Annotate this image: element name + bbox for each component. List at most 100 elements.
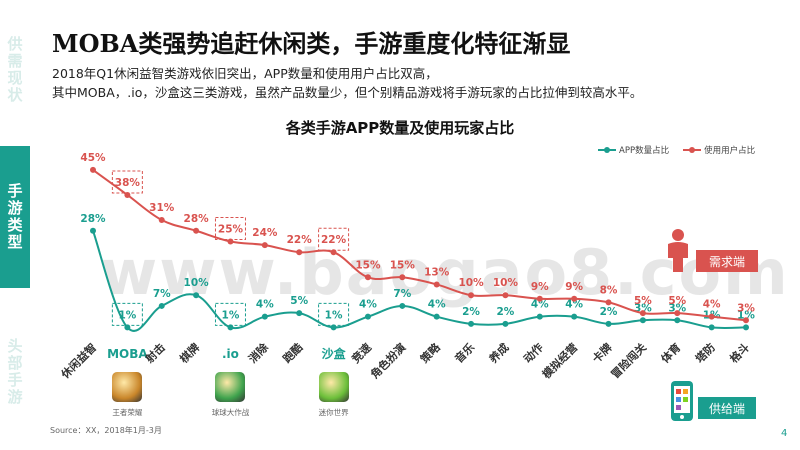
- side-navigation: 供需现状 手游类型 头部手游: [0, 0, 30, 450]
- highlight-box: [318, 227, 350, 251]
- data-label: 4%: [359, 299, 377, 311]
- nav-section-label: 头部手游: [5, 338, 24, 406]
- data-label: 8%: [600, 284, 618, 296]
- data-label: 10%: [184, 277, 210, 289]
- data-point: [90, 166, 96, 173]
- data-label: 7%: [393, 288, 411, 300]
- data-point: [433, 313, 440, 320]
- data-point: [605, 299, 612, 306]
- data-label: 38%: [115, 177, 141, 189]
- data-point: [502, 292, 509, 299]
- tick-label: 休闲益智: [57, 340, 99, 382]
- highlight-box: [111, 302, 143, 326]
- data-point: [639, 310, 646, 317]
- data-label: 4%: [531, 299, 549, 311]
- data-point: [399, 274, 406, 281]
- legend-swatch: [683, 147, 702, 153]
- data-label: 5%: [634, 295, 652, 307]
- data-label: 28%: [184, 213, 210, 225]
- data-point: [674, 317, 681, 324]
- data-label: 3%: [668, 302, 686, 314]
- legend-label: 使用用户占比: [704, 146, 756, 156]
- tick-label: 动作: [520, 340, 545, 365]
- data-point: [468, 292, 475, 299]
- game-icon-wangzhe: [112, 372, 143, 402]
- data-label: 3%: [737, 302, 755, 314]
- highlight-box: [214, 217, 246, 240]
- game-icon-mini-world: [318, 372, 349, 402]
- series-line-1: [92, 169, 747, 322]
- tick-label: 沙盒: [322, 346, 347, 361]
- data-point: [536, 313, 543, 320]
- tick-label: 角色扮演: [367, 340, 408, 381]
- data-point: [502, 320, 509, 327]
- data-label: 9%: [565, 281, 583, 293]
- data-label: 5%: [290, 295, 308, 307]
- data-point: [193, 292, 200, 299]
- nav-section-game-types[interactable]: 手游类型: [0, 146, 30, 288]
- tick-label: 棋牌: [176, 340, 202, 366]
- data-point: [468, 320, 475, 327]
- data-point: [639, 317, 646, 324]
- data-label: 22%: [287, 234, 313, 246]
- legend-item-app-share: APP数量占比: [598, 144, 669, 156]
- tick-label: 冒险闯关: [608, 340, 649, 381]
- chart-title: 各类手游APP数量及使用玩家占比: [285, 119, 515, 137]
- legend-item-user-share: 使用用户占比: [683, 144, 755, 156]
- nav-section-supply-demand[interactable]: 供需现状: [0, 0, 30, 140]
- data-point: [193, 227, 200, 234]
- tick-label: 竞速: [349, 340, 374, 365]
- data-point: [158, 302, 165, 309]
- data-label: 10%: [493, 277, 519, 289]
- data-label: 4%: [703, 299, 721, 311]
- data-point: [674, 310, 681, 317]
- highlight-box: [318, 302, 350, 326]
- tick-label: 策略: [417, 340, 444, 367]
- page-title: MOBA类强势追赶休闲类，手游重度化特征渐显: [52, 29, 571, 58]
- game-caption: 迷你世界: [318, 408, 349, 417]
- data-label: 13%: [424, 266, 450, 278]
- tick-label: .io: [222, 347, 239, 361]
- legend-swatch: [598, 147, 616, 153]
- data-label: 2%: [600, 306, 618, 318]
- data-point: [158, 217, 165, 224]
- subtitle-line: 其中MOBA，.io，沙盒这三类游戏，虽然产品数量少，但个别精品游戏将手游玩家的…: [52, 85, 643, 100]
- data-label: 22%: [321, 234, 347, 246]
- data-label: 4%: [565, 299, 583, 311]
- data-label: 25%: [218, 224, 244, 236]
- supply-side-label: 供给端: [698, 397, 756, 419]
- tick-label: 卡牌: [589, 340, 614, 365]
- data-point: [708, 324, 715, 331]
- subtitle-line: 2018年Q1休闲益智类游戏依旧突出，APP数量和使用用户占比双高，: [52, 66, 438, 81]
- tick-label: 养成: [485, 340, 511, 366]
- data-point: [90, 227, 96, 234]
- data-point: [261, 313, 268, 320]
- data-point: [433, 281, 440, 288]
- data-label: 1%: [222, 309, 240, 321]
- data-label: 2%: [462, 306, 480, 318]
- game-caption: 王者荣耀: [112, 408, 143, 417]
- page-subtitle: 2018年Q1休闲益智类游戏依旧突出，APP数量和使用用户占比双高， 其中MOB…: [52, 64, 642, 102]
- data-label: 24%: [252, 227, 278, 239]
- data-point: [536, 295, 543, 302]
- tick-label: 音乐: [452, 340, 477, 365]
- tick-label: 跑酷: [280, 340, 305, 365]
- nav-section-label: 供需现状: [5, 36, 24, 104]
- tick-label: MOBA: [107, 347, 148, 361]
- data-point: [743, 324, 749, 331]
- data-label: 45%: [80, 152, 106, 164]
- data-label: 2%: [497, 306, 515, 318]
- data-label: 1%: [737, 309, 755, 321]
- data-label: 28%: [80, 213, 106, 225]
- nav-section-top-games[interactable]: 头部手游: [0, 294, 30, 450]
- game-caption: 球球大作战: [211, 408, 250, 417]
- data-label: 5%: [668, 295, 686, 307]
- data-label: 10%: [458, 277, 484, 289]
- data-point: [571, 313, 578, 320]
- source-note: Source：XX，2018年1月-3月: [50, 426, 162, 435]
- tick-label: 模拟经营: [539, 340, 580, 381]
- data-label: 1%: [118, 309, 136, 321]
- data-point: [261, 242, 268, 249]
- demand-side-label: 需求端: [696, 250, 758, 272]
